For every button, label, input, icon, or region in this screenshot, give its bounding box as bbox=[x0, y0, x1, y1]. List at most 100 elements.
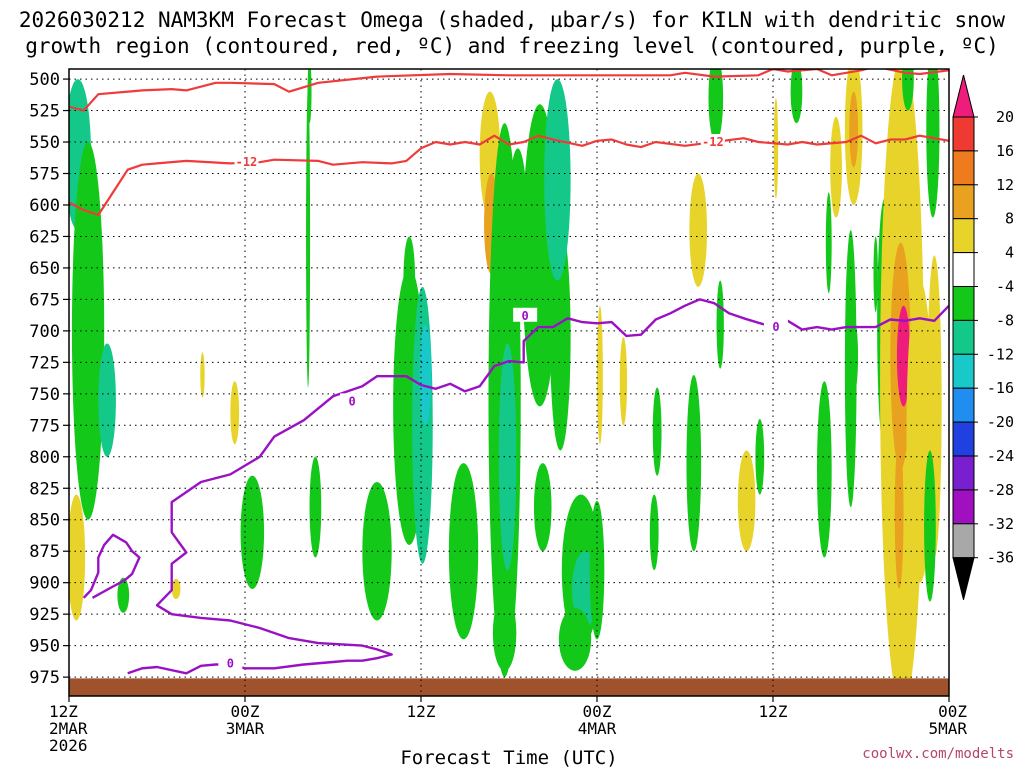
omega-region-44 bbox=[817, 381, 832, 558]
omega-region-15 bbox=[448, 463, 479, 640]
omega-region-1 bbox=[71, 142, 105, 520]
y-tick-label-600: 600 bbox=[29, 196, 60, 216]
x-tick-label-5-2: 5MAR bbox=[928, 719, 967, 738]
omega-region-31 bbox=[597, 305, 603, 445]
y-tick-label-525: 525 bbox=[29, 102, 60, 122]
colorbar: 20 16 12 8 4 -4 -8 -12 -16 -20 -24 -28 -32 -36 bbox=[952, 74, 1014, 600]
omega-region-3 bbox=[69, 494, 86, 621]
colorbar-bin-3 bbox=[952, 184, 975, 220]
y-tick-label-950: 950 bbox=[29, 637, 60, 657]
x-tick-label-1-1: 00Z bbox=[231, 702, 260, 721]
colorbar-bin-2 bbox=[952, 150, 975, 186]
omega-region-25 bbox=[544, 79, 571, 281]
omega-region-36 bbox=[686, 374, 702, 552]
colorbar-bin-5 bbox=[952, 252, 975, 288]
colorbar-label-12: -32 bbox=[987, 515, 1014, 533]
credit-text: coolwx.com/modelts bbox=[862, 746, 1014, 762]
freezing-label-2: 0 bbox=[522, 309, 529, 323]
colorbar-label-1: 16 bbox=[996, 142, 1014, 160]
x-tick-label-0-1: 12Z bbox=[49, 702, 78, 721]
colorbar-bin-7 bbox=[952, 319, 975, 355]
freezing-label-2-bg bbox=[513, 307, 538, 322]
y-tick-label-575: 575 bbox=[29, 165, 60, 185]
contour-labels: -12 -12 0 0 0 0 bbox=[218, 134, 788, 670]
omega-region-19 bbox=[498, 343, 517, 571]
contour-lines bbox=[69, 69, 949, 675]
y-tick-label-800: 800 bbox=[29, 448, 60, 468]
x-tick-label-2-1: 12Z bbox=[407, 702, 436, 721]
freezing-label-4-bg bbox=[218, 655, 243, 670]
colorbar-bin-12 bbox=[952, 489, 975, 525]
colorbar-bin-10 bbox=[952, 421, 975, 457]
omega-region-37 bbox=[689, 173, 707, 287]
chart-title-line1: 2026030212 NAM3KM Forecast Omega (shaded… bbox=[19, 8, 1006, 32]
x-axis-label: Forecast Time (UTC) bbox=[400, 747, 617, 768]
omega-region-49 bbox=[849, 91, 859, 168]
colorbar-label-9: -20 bbox=[987, 413, 1014, 431]
colorbar-label-7: -12 bbox=[987, 345, 1014, 363]
colorbar-label-6: -8 bbox=[996, 311, 1014, 329]
y-tick-label-750: 750 bbox=[29, 385, 60, 405]
colorbar-bottom-arrow bbox=[952, 557, 975, 600]
x-tick-label-4-1: 12Z bbox=[759, 702, 788, 721]
y-tick-label-775: 775 bbox=[29, 416, 60, 436]
dgz-upper-contour bbox=[69, 69, 949, 112]
colorbar-label-5: -4 bbox=[996, 278, 1014, 296]
omega-region-28 bbox=[558, 607, 592, 671]
colorbar-label-0: 20 bbox=[996, 108, 1014, 126]
y-tick-label-925: 925 bbox=[29, 605, 60, 625]
y-tick-label-825: 825 bbox=[29, 479, 60, 499]
y-tick-label-725: 725 bbox=[29, 353, 60, 373]
omega-region-50 bbox=[849, 318, 859, 394]
omega-region-39 bbox=[716, 280, 724, 369]
chart-title-line2: growth region (contoured, red, ºC) and f… bbox=[25, 34, 999, 58]
y-tick-label-550: 550 bbox=[29, 133, 60, 153]
grid-lines bbox=[68, 69, 950, 696]
omega-region-34 bbox=[649, 494, 659, 571]
colorbar-bin-4 bbox=[952, 218, 975, 254]
colorbar-label-3: 8 bbox=[1005, 210, 1014, 228]
colorbar-bin-13 bbox=[952, 523, 975, 559]
omega-region-60 bbox=[926, 69, 940, 218]
omega-region-13 bbox=[403, 236, 416, 325]
omega-region-51 bbox=[873, 236, 878, 312]
y-tick-label-875: 875 bbox=[29, 542, 60, 562]
omega-region-46 bbox=[830, 116, 842, 218]
colorbar-top-arrow bbox=[952, 74, 975, 118]
omega-region-41 bbox=[755, 419, 765, 495]
omega-region-2 bbox=[98, 343, 116, 457]
y-tick-label-675: 675 bbox=[29, 290, 60, 310]
x-tick-label-1-2: 3MAR bbox=[226, 719, 265, 738]
omega-region-40 bbox=[737, 450, 756, 552]
y-tick-label-900: 900 bbox=[29, 574, 60, 594]
y-tick-label-700: 700 bbox=[29, 322, 60, 342]
colorbar-label-8: -16 bbox=[987, 379, 1014, 397]
omega-region-38 bbox=[708, 69, 724, 143]
y-axis: 500 525 550 575 600 625 650 675 700 725 750 775 800 8… bbox=[29, 70, 69, 688]
omega-region-7 bbox=[230, 381, 240, 445]
dgz-lower-contour bbox=[69, 134, 949, 217]
y-tick-label-850: 850 bbox=[29, 511, 60, 531]
freezing-label-3-bg bbox=[763, 319, 788, 334]
omega-region-8 bbox=[171, 578, 181, 600]
colorbar-label-10: -24 bbox=[987, 447, 1014, 465]
x-tick-label-0-3: 2026 bbox=[49, 736, 88, 755]
colorbar-label-11: -28 bbox=[987, 481, 1014, 499]
y-tick-label-625: 625 bbox=[29, 227, 60, 247]
omega-region-9 bbox=[309, 456, 322, 558]
omega-region-61 bbox=[924, 450, 936, 602]
omega-region-42 bbox=[773, 97, 779, 199]
omega-region-43 bbox=[790, 69, 803, 124]
omega-region-6 bbox=[200, 352, 205, 398]
freezing-label-3: 0 bbox=[772, 320, 779, 334]
omega-region-56 bbox=[894, 437, 904, 589]
y-tick-label-500: 500 bbox=[29, 70, 60, 90]
colorbar-label-4: 4 bbox=[1005, 244, 1014, 262]
dgz-label-east-bg bbox=[700, 134, 725, 149]
terrain-band bbox=[69, 678, 949, 696]
terrain-layer bbox=[69, 678, 949, 696]
colorbar-label-13: -36 bbox=[987, 549, 1014, 567]
colorbar-label-2: 12 bbox=[996, 176, 1014, 194]
omega-region-5 bbox=[240, 475, 265, 589]
x-tick-label-0-2: 2MAR bbox=[49, 719, 88, 738]
